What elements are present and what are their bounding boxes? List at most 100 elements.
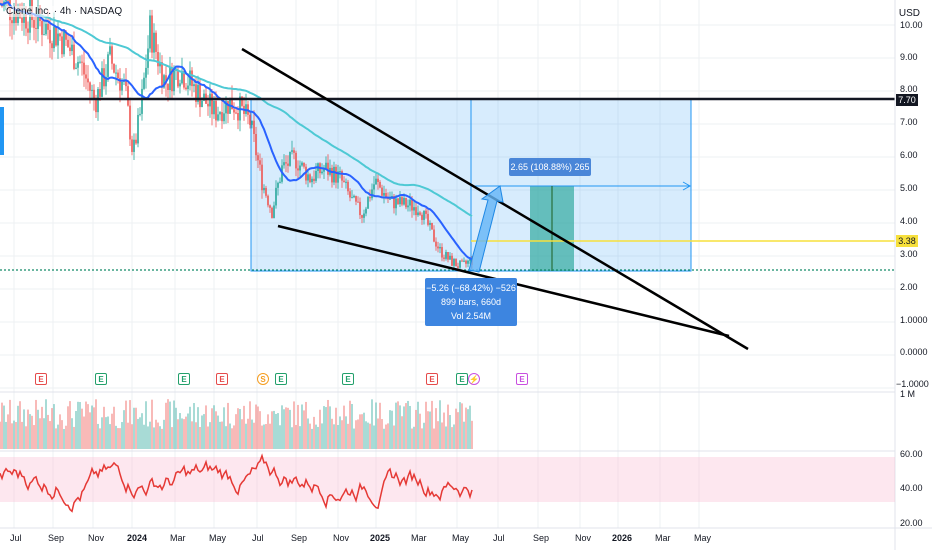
- volume-bar: [251, 419, 253, 449]
- volume-bar: [27, 409, 29, 449]
- earnings-event-icon[interactable]: E: [456, 373, 468, 385]
- price-axis-label: 10.00: [900, 20, 923, 30]
- volume-bar: [321, 423, 323, 449]
- candle-body: [127, 86, 129, 106]
- volume-bar: [81, 408, 83, 449]
- volume-bar: [455, 408, 457, 449]
- candle-body: [37, 5, 39, 29]
- volume-bar: [373, 425, 375, 449]
- candle-body: [465, 260, 467, 264]
- volume-bar: [33, 425, 35, 449]
- volume-bar: [367, 422, 369, 449]
- dividend-event-icon[interactable]: ⚡: [468, 373, 480, 385]
- time-axis-label: Nov: [575, 533, 592, 543]
- candle-body: [373, 184, 375, 190]
- candle-body: [311, 178, 313, 183]
- candle-body: [445, 252, 447, 259]
- candle-body: [217, 114, 219, 121]
- volume-bar: [417, 401, 419, 449]
- candle-body: [303, 162, 305, 167]
- volume-bar: [115, 425, 117, 449]
- volume-bar: [23, 409, 25, 449]
- candle-body: [213, 100, 215, 115]
- candle-body: [203, 93, 205, 101]
- volume-bar: [103, 406, 105, 449]
- volume-bar: [77, 401, 79, 449]
- candle-body: [87, 78, 89, 83]
- volume-bar: [65, 425, 67, 449]
- volume-bar: [425, 401, 427, 449]
- volume-bar: [325, 407, 327, 449]
- volume-bar: [233, 425, 235, 449]
- volume-bar: [127, 422, 129, 449]
- candle-body: [429, 222, 431, 225]
- time-axis-label: Nov: [333, 533, 350, 543]
- volume-bar: [199, 426, 201, 449]
- earnings-event-icon[interactable]: E: [95, 373, 107, 385]
- volume-bar: [347, 423, 349, 449]
- time-axis-label: Sep: [291, 533, 308, 543]
- candle-body: [173, 70, 175, 92]
- volume-bar: [273, 410, 275, 449]
- volume-bar: [405, 403, 407, 449]
- volume-bar: [261, 425, 263, 449]
- currency-label[interactable]: USD: [898, 8, 920, 19]
- candle-body: [85, 74, 87, 79]
- candle-body: [197, 84, 199, 102]
- earnings-event-icon[interactable]: E: [516, 373, 528, 385]
- earnings-event-icon[interactable]: E: [178, 373, 190, 385]
- candle-body: [149, 15, 151, 49]
- candle-body: [421, 214, 423, 220]
- candle-body: [75, 67, 77, 69]
- candle-body: [257, 155, 259, 161]
- candle-body: [163, 75, 165, 88]
- earnings-event-icon[interactable]: E: [275, 373, 287, 385]
- volume-bar: [183, 419, 185, 449]
- volume-bar: [119, 428, 121, 449]
- earnings-event-icon[interactable]: E: [216, 373, 228, 385]
- candle-body: [347, 181, 349, 192]
- candle-body: [267, 195, 269, 206]
- earnings-event-icon[interactable]: E: [342, 373, 354, 385]
- volume-bar: [57, 424, 59, 449]
- candle-body: [43, 34, 45, 36]
- candle-body: [463, 260, 465, 262]
- volume-bar: [187, 413, 189, 449]
- price-axis-label: 2.00: [900, 282, 918, 292]
- volume-bar: [309, 423, 311, 449]
- time-axis-label: May: [452, 533, 470, 543]
- candle-body: [305, 166, 307, 181]
- volume-bar: [259, 411, 261, 449]
- volume-bar: [311, 428, 313, 449]
- candle-body: [33, 20, 35, 28]
- measure-up-box[interactable]: [470, 98, 692, 272]
- volume-bar: [171, 427, 173, 449]
- candle-body: [221, 112, 223, 122]
- split-event-icon[interactable]: S: [257, 373, 269, 385]
- candle-body: [219, 112, 221, 115]
- volume-bar: [53, 404, 55, 449]
- volume-bar: [385, 424, 387, 449]
- candle-body: [99, 88, 101, 97]
- volume-bar: [87, 404, 89, 449]
- candle-body: [41, 20, 43, 35]
- candle-body: [265, 187, 267, 196]
- earnings-event-icon[interactable]: E: [35, 373, 47, 385]
- candle-body: [201, 100, 203, 108]
- candle-body: [291, 150, 293, 152]
- candle-body: [361, 215, 363, 218]
- candle-body: [5, 0, 7, 2]
- time-axis-label: Jul: [252, 533, 264, 543]
- time-axis-label: Sep: [48, 533, 65, 543]
- candle-body: [225, 101, 227, 114]
- volume-bar: [37, 409, 39, 449]
- candle-body: [379, 181, 381, 188]
- earnings-event-icon[interactable]: E: [426, 373, 438, 385]
- volume-bar: [235, 414, 237, 449]
- candle-body: [141, 88, 143, 114]
- volume-bar: [391, 410, 393, 449]
- volume-bar: [101, 417, 103, 449]
- volume-bar: [395, 402, 397, 449]
- rsi-axis-label: 60.00: [900, 449, 923, 459]
